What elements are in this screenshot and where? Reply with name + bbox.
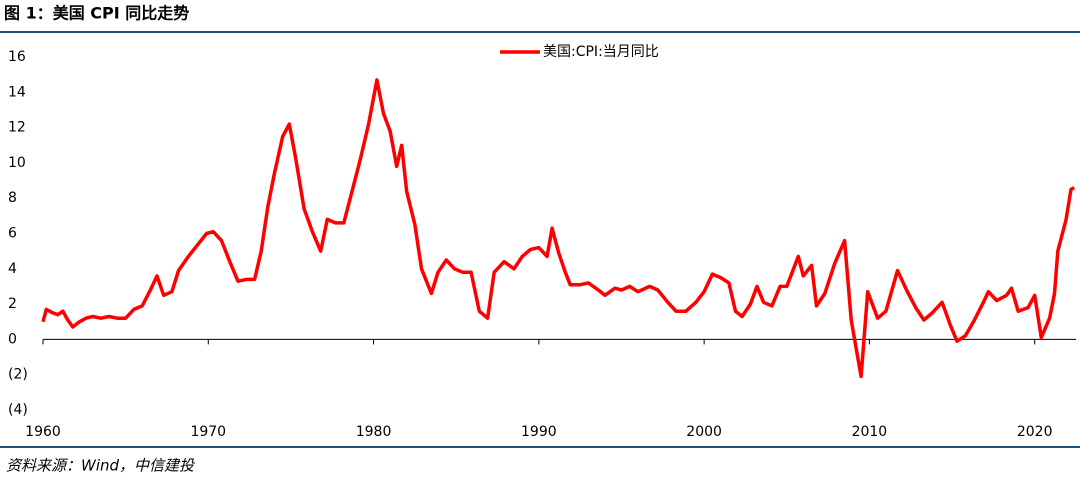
bottom-rule — [0, 446, 1080, 448]
x-tick-label: 1980 — [356, 424, 392, 440]
x-tick-label: 2020 — [1017, 424, 1053, 440]
y-tick-label: 14 — [8, 84, 26, 100]
x-tick-label: 1970 — [190, 424, 226, 440]
x-tick-label: 1990 — [521, 424, 557, 440]
legend-label: 美国:CPI:当月同比 — [543, 44, 659, 60]
y-tick-label: 8 — [8, 190, 17, 206]
series-line — [41, 78, 1076, 379]
x-tick-label: 1960 — [25, 424, 61, 440]
y-tick-label: (2) — [8, 367, 28, 383]
x-tick-label: 2000 — [686, 424, 722, 440]
y-tick-label: (4) — [8, 402, 28, 418]
x-tick-label: 2010 — [852, 424, 888, 440]
source-note: 资料来源：Wind，中信建投 — [6, 457, 196, 475]
y-tick-label: 16 — [8, 49, 26, 65]
y-tick-label: 10 — [8, 155, 26, 171]
y-tick-label: 2 — [8, 296, 17, 312]
y-tick-label: 12 — [8, 120, 26, 136]
y-tick-label: 0 — [8, 331, 17, 347]
top-rule — [0, 31, 1080, 33]
y-tick-label: 6 — [8, 226, 17, 242]
chart-title: 图 1：美国 CPI 同比走势 — [4, 4, 189, 23]
y-tick-label: 4 — [8, 261, 17, 277]
